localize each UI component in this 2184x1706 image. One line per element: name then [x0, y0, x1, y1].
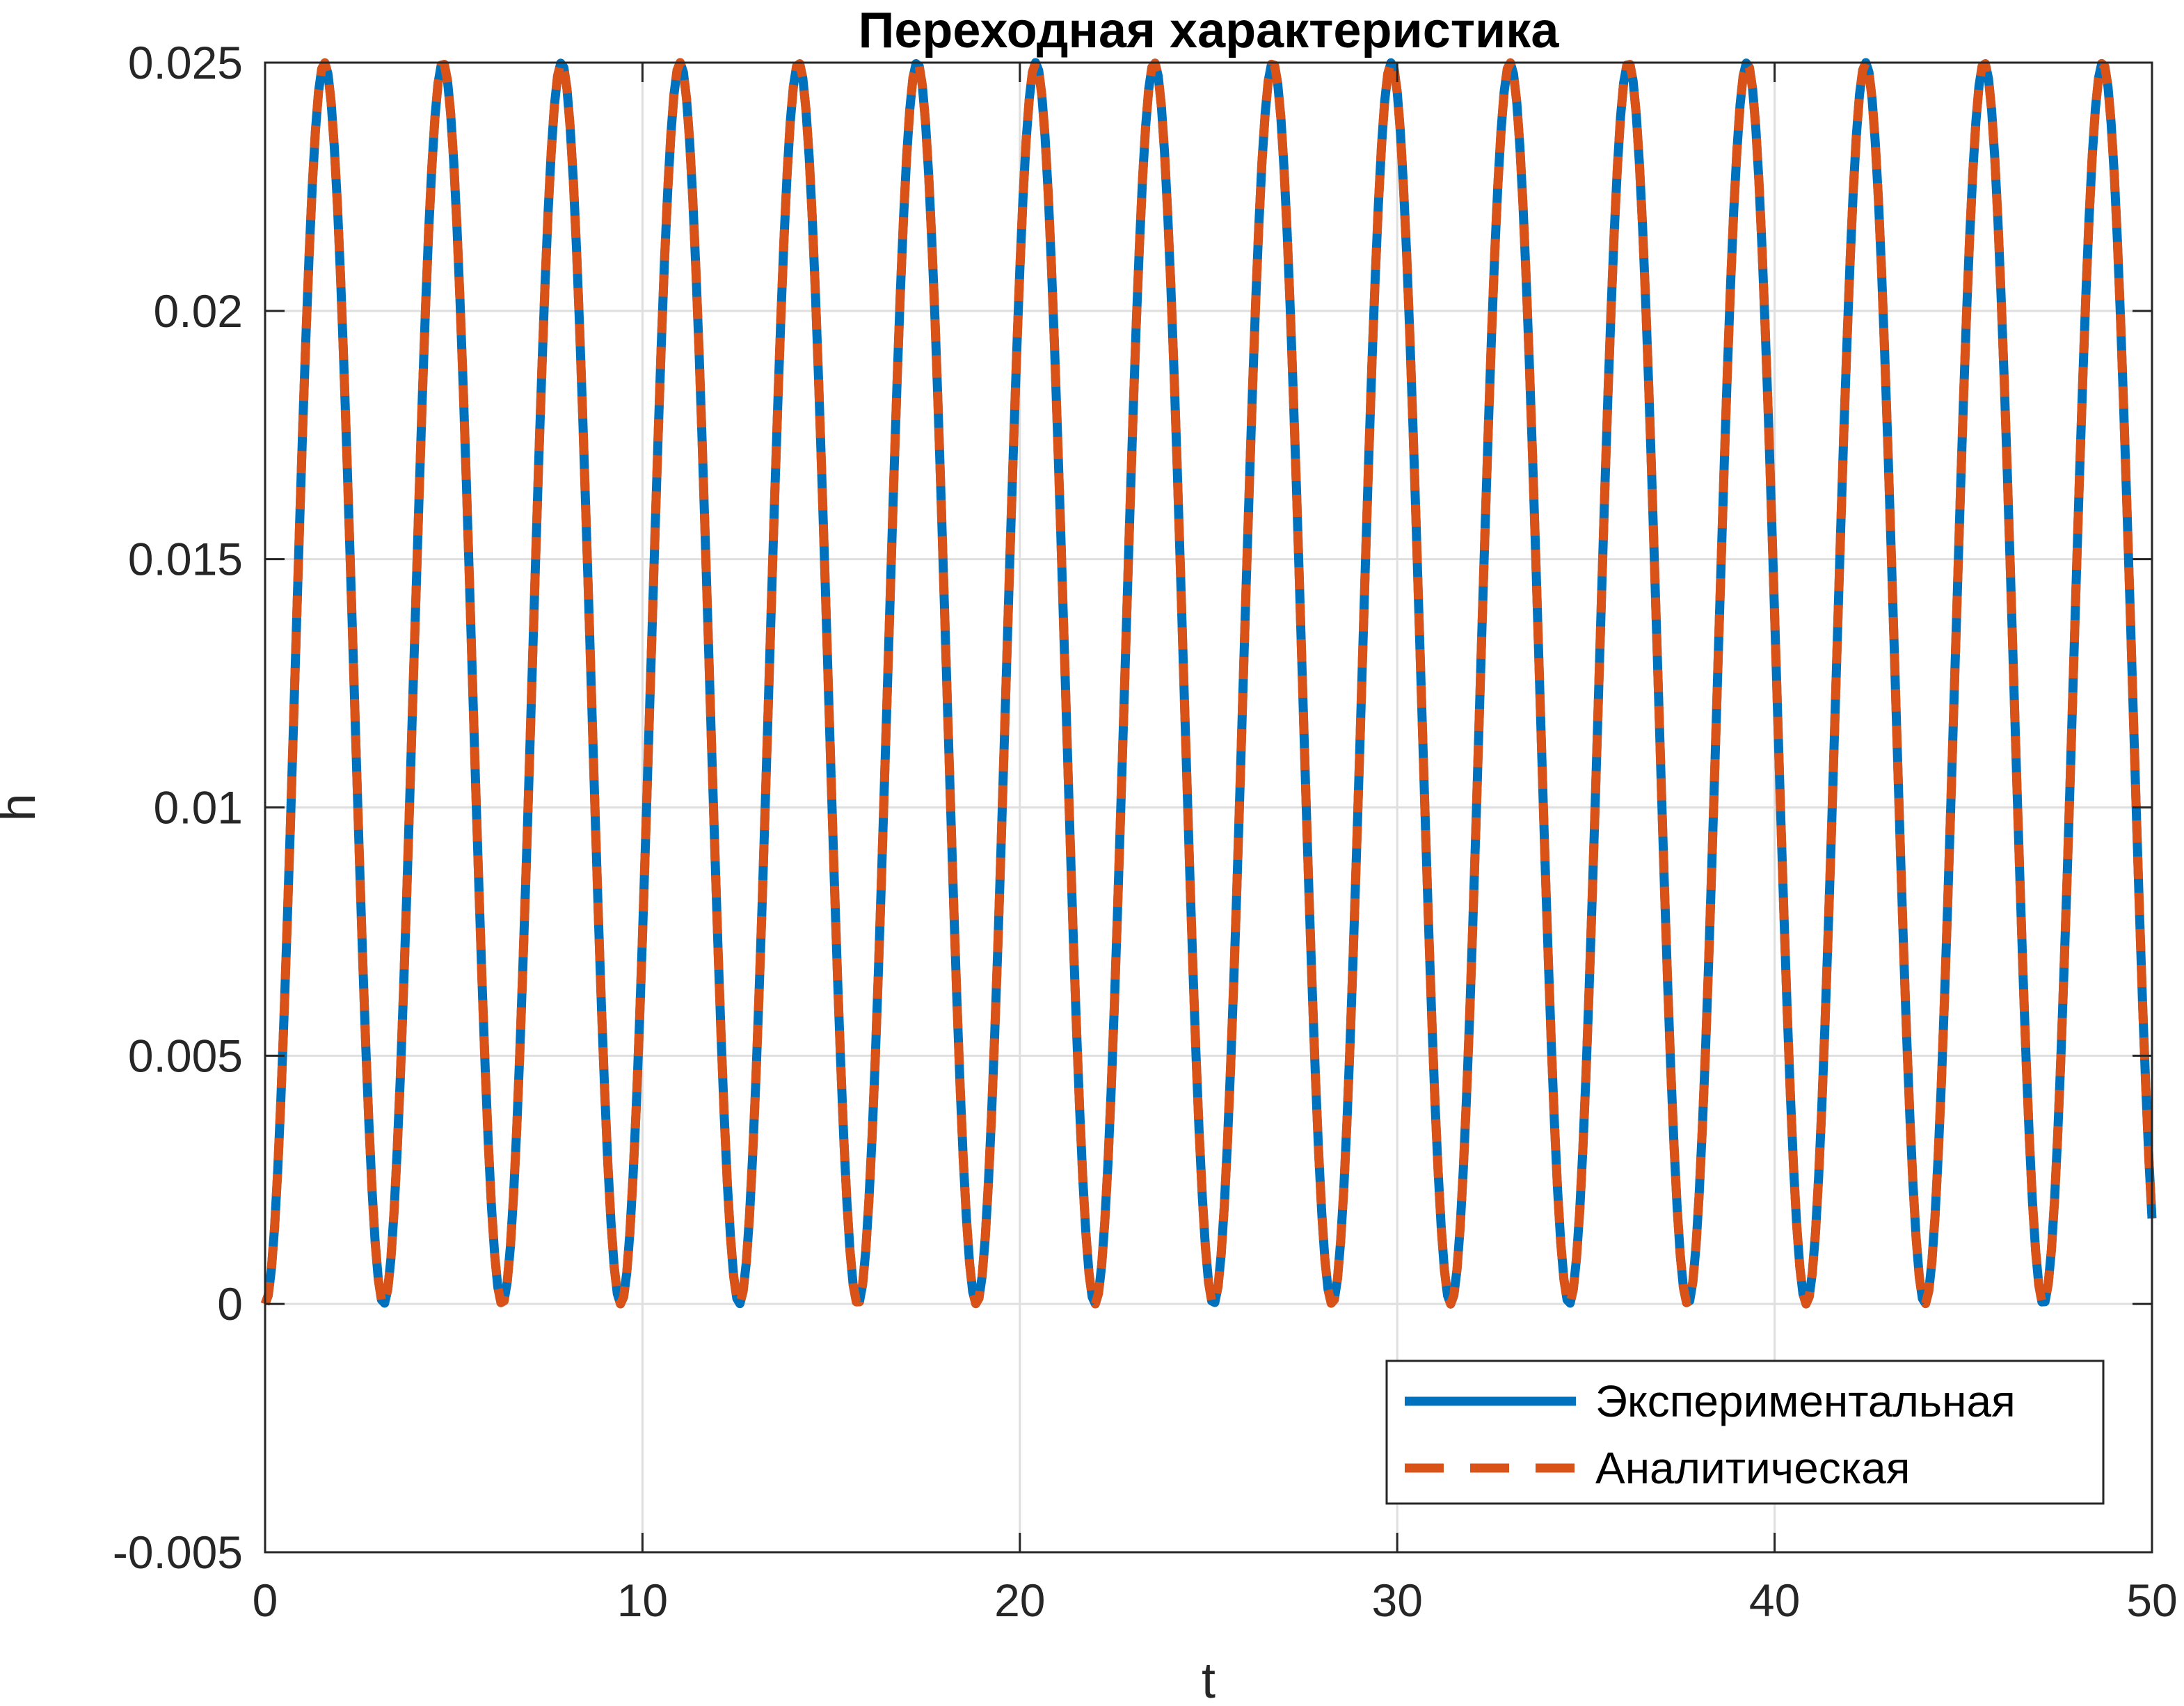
y-tick-label: 0.02	[154, 285, 243, 337]
x-axis-label: t	[1202, 1653, 1215, 1706]
legend-label-analytical: Аналитическая	[1595, 1443, 1910, 1493]
y-tick-label: 0.015	[128, 534, 243, 585]
y-axis-label: h	[0, 793, 46, 821]
legend-label-experimental: Экспериментальная	[1595, 1376, 2016, 1426]
y-tick-label: 0.025	[128, 37, 243, 88]
axis-ticks: 0 10 20 30 40 50-0.00500.0050.010.0150.020.02…	[113, 37, 2178, 1626]
x-tick-label: 10	[617, 1575, 668, 1626]
y-tick-label: -0.005	[113, 1526, 243, 1578]
series-layer	[260, 58, 2157, 1309]
y-tick-label: 0.01	[154, 782, 243, 834]
x-tick-label: 30	[1371, 1575, 1422, 1626]
x-tick-label: 40	[1749, 1575, 1800, 1626]
legend-box	[1385, 1360, 2105, 1505]
legend: Экспериментальная Аналитическая	[1385, 1360, 2105, 1505]
chart-title: Переходная характеристика	[859, 3, 1560, 58]
x-tick-label: 50	[2126, 1575, 2177, 1626]
x-tick-label: 0	[253, 1575, 278, 1626]
x-tick-label: 20	[994, 1575, 1045, 1626]
y-tick-label: 0	[217, 1278, 243, 1330]
series-line-analytical	[260, 58, 2157, 1309]
y-tick-label: 0.005	[128, 1030, 243, 1081]
